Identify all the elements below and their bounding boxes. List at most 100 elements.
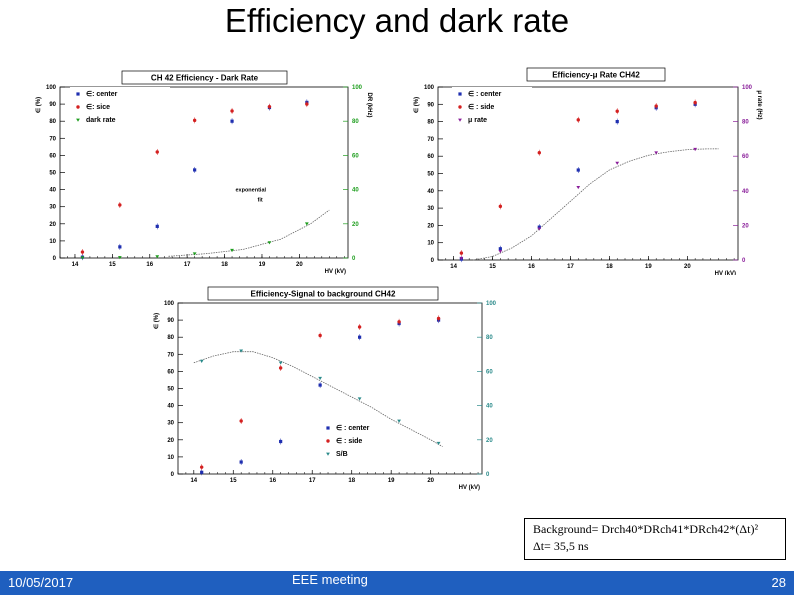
x-tick-label: 15: [230, 478, 237, 484]
footer-page-number: 28: [772, 575, 786, 590]
data-point: [156, 150, 159, 153]
footer-bar: 10/05/2017 EEE meeting 28: [0, 571, 794, 595]
y-axis-label: ∈ (%): [413, 97, 420, 113]
data-point: [397, 320, 400, 323]
legend-label: μ rate: [468, 117, 487, 124]
data-point: [616, 120, 619, 123]
legend-marker: [458, 92, 461, 95]
data-point: [200, 465, 203, 468]
x-tick-label: 19: [645, 264, 652, 270]
chart-efficiency-dark-rate: CH 42 Efficiency - Dark Rate14 15 16 17 18 19…: [22, 65, 382, 275]
data-point: [437, 442, 441, 445]
y-tick-label: 40: [167, 404, 174, 410]
data-point: [397, 420, 401, 423]
data-point: [200, 471, 203, 474]
legend-label: ∈ : side: [468, 103, 494, 111]
x-tick-label: 17: [184, 262, 191, 268]
data-point: [437, 317, 440, 320]
y2-tick-label: 80: [742, 120, 749, 126]
annotation-label: exponential: [235, 187, 266, 193]
y-tick-label: 70: [49, 136, 56, 142]
y-tick-label: 0: [431, 258, 435, 264]
footer-meeting: EEE meeting: [292, 572, 368, 587]
data-point: [693, 101, 696, 104]
data-point: [305, 222, 309, 225]
y-tick-label: 40: [427, 189, 434, 195]
y-tick-label: 50: [49, 171, 56, 177]
chart-efficiency-mu-rate: Efficiency-μ Rate CH42 14 15 16 17 18 19 20 HV (…: [402, 65, 772, 275]
x-tick-label: 18: [221, 262, 228, 268]
legend-label: ∈: sice: [86, 103, 110, 111]
y-tick-label: 60: [427, 154, 434, 160]
legend-label: ∈ : center: [336, 424, 370, 432]
y2-axis-label: μ rate (Hz): [756, 90, 762, 119]
data-point: [200, 360, 204, 363]
y-tick-label: 40: [49, 188, 56, 194]
y-tick-label: 30: [427, 206, 434, 212]
y2-tick-label: 80: [352, 119, 359, 125]
data-point: [239, 349, 243, 352]
y-tick-label: 70: [167, 352, 174, 358]
data-point: [279, 366, 282, 369]
y2-tick-label: 0: [352, 256, 356, 262]
y-tick-label: 80: [427, 120, 434, 126]
x-axis-label: HV (kV): [325, 269, 346, 275]
x-axis-label: HV (kV): [715, 271, 736, 275]
y-tick-label: 60: [49, 153, 56, 159]
legend-marker: [326, 426, 329, 429]
data-point: [499, 247, 502, 250]
data-point: [318, 334, 321, 337]
slide-title: Efficiency and dark rate: [0, 2, 794, 40]
chart-title: Efficiency-Signal to background CH42: [251, 290, 396, 299]
y-tick-label: 90: [49, 102, 56, 108]
legend-label: ∈: center: [86, 90, 118, 98]
y-tick-label: 90: [167, 318, 174, 324]
y-tick-label: 20: [49, 222, 56, 228]
x-tick-label: 14: [190, 478, 197, 484]
y2-tick-label: 20: [486, 438, 493, 444]
background-formula-box: Background= Drch40*DRch41*DRch42*(Δt)² Δ…: [524, 518, 786, 560]
data-point: [576, 186, 580, 189]
y-tick-label: 60: [167, 369, 174, 375]
y2-tick-label: 0: [742, 258, 746, 264]
x-tick-label: 15: [109, 262, 116, 268]
legend-label: ∈ : center: [468, 90, 502, 98]
data-point: [193, 119, 196, 122]
y2-tick-label: 60: [486, 369, 493, 375]
data-point: [230, 120, 233, 123]
fit-curve: [169, 210, 330, 256]
y-tick-label: 10: [427, 241, 434, 247]
y2-tick-label: 60: [352, 153, 359, 159]
annotation-label: fit: [258, 198, 263, 204]
x-tick-label: 14: [450, 264, 457, 270]
data-point: [577, 118, 580, 121]
y-tick-label: 70: [427, 137, 434, 143]
footer-date: 10/05/2017: [8, 575, 73, 590]
y-axis-label: ∈ (%): [153, 313, 160, 329]
x-tick-label: 19: [259, 262, 266, 268]
y-tick-label: 20: [167, 438, 174, 444]
x-axis-label: HV (kV): [459, 485, 480, 491]
data-point: [305, 102, 308, 105]
y-tick-label: 50: [427, 172, 434, 178]
y2-tick-label: 20: [742, 223, 749, 229]
y2-tick-label: 0: [486, 472, 490, 478]
y-tick-label: 10: [167, 455, 174, 461]
data-point: [279, 440, 282, 443]
y2-tick-label: 40: [486, 404, 493, 410]
y-tick-label: 80: [49, 119, 56, 125]
x-tick-label: 14: [72, 262, 79, 268]
chart-title: CH 42 Efficiency - Dark Rate: [151, 74, 259, 83]
data-point: [538, 151, 541, 154]
y2-tick-label: 40: [352, 188, 359, 194]
x-tick-label: 17: [567, 264, 574, 270]
data-point: [499, 205, 502, 208]
y-tick-label: 0: [171, 472, 175, 478]
y2-tick-label: 40: [742, 189, 749, 195]
y2-tick-label: 60: [742, 154, 749, 160]
data-point: [319, 383, 322, 386]
legend-marker: [458, 105, 461, 108]
y2-tick-label: 100: [352, 85, 363, 91]
data-point: [616, 110, 619, 113]
background-formula: Background= Drch40*DRch41*DRch42*(Δt)²: [533, 521, 777, 538]
